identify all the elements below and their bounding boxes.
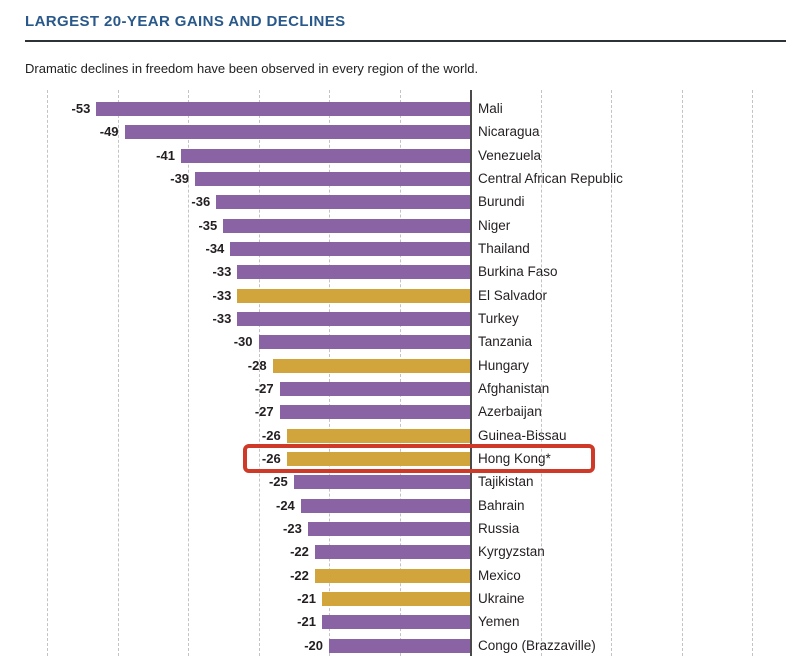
bar-country-label: Burkina Faso [478,264,558,280]
bar-value-label: -41 [156,147,175,163]
bar-country-label: Tanzania [478,334,533,350]
bar-country-label: Hong Kong* [478,450,551,466]
bar [279,405,470,420]
bar [286,428,470,443]
gridline [611,90,612,656]
bar-chart: -53 Mali -49 Nicaragua -41 Venezuela -39 Centra… [0,90,800,656]
bar-value-label: -36 [191,194,211,210]
bar [279,381,470,396]
bar-country-label: Russia [478,520,520,536]
bar [321,591,470,606]
gridline [752,90,753,656]
bar-country-label: Guinea-Bissau [478,427,567,443]
bar-value-label: -28 [247,357,267,373]
gridline [188,90,189,656]
bar-country-label: Azerbaijan [478,404,542,420]
gridline [329,90,330,656]
bar-value-label: -25 [268,474,288,490]
bar-country-label: Thailand [478,240,530,256]
bar-country-label: Ukraine [478,590,525,606]
bar [293,475,470,490]
bar-country-label: Burundi [478,194,525,210]
bar-country-label: Tajikistan [478,474,534,490]
bar [314,568,470,583]
bar-value-label: -27 [254,380,274,396]
bar-value-label: -24 [276,497,295,513]
bar-value-label: -30 [233,334,253,350]
gridline [681,90,683,656]
bar [329,638,470,653]
bar-value-label: -26 [261,427,281,443]
bar-country-label: Kyrgyzstan [478,544,545,560]
title-underline-rule [25,40,786,42]
bar-country-label: Niger [478,217,511,233]
gridline [47,90,48,656]
bar-country-label: Hungary [478,357,530,373]
bar-country-label: Venezuela [478,147,542,163]
bar [272,358,470,373]
chart-subtitle: Dramatic declines in freedom have been o… [25,61,479,76]
gridline [399,90,401,656]
bar-value-label: -53 [71,101,91,116]
bar-country-label: Mali [478,101,503,116]
bar [237,311,470,326]
bar [237,265,470,280]
bar [230,241,470,256]
bar-value-label: -23 [283,520,302,536]
bar-country-label: Nicaragua [478,124,540,140]
bar-country-label: Mexico [478,567,521,583]
bar-country-label: El Salvador [478,287,548,303]
bar [258,335,470,350]
bar [216,195,470,210]
bar [223,218,470,233]
axis-line [470,90,472,656]
bar-value-label: -34 [205,240,225,256]
bar-value-label: -20 [304,637,323,653]
highlight-box [243,444,595,474]
bar-value-label: -21 [297,590,316,606]
bar-value-label: -27 [254,404,274,420]
bar [321,615,470,630]
bar-value-label: -26 [261,450,281,466]
bar-country-label: Bahrain [478,497,525,513]
bar-value-label: -35 [198,217,218,233]
bar [195,171,470,186]
bar [286,451,470,466]
bar-country-label: Yemen [478,614,520,630]
bar-value-label: -21 [297,614,316,630]
gridline [258,90,260,656]
bar [180,148,470,163]
bar-value-label: -22 [290,544,309,560]
bar [307,521,470,536]
bar-value-label: -33 [212,310,232,326]
bar [124,125,470,140]
page-title: LARGEST 20-YEAR GAINS AND DECLINES [25,13,346,30]
bar [300,498,470,513]
bar [237,288,470,303]
bar-country-label: Turkey [478,310,519,326]
gridline [117,90,119,656]
bar-value-label: -33 [212,264,232,280]
bar-value-label: -33 [212,287,232,303]
bar [314,545,470,560]
bar [96,102,470,116]
bar-country-label: Afghanistan [478,380,550,396]
bar-country-label: Central African Republic [478,170,623,186]
gridline [540,90,542,656]
bar-value-label: -49 [99,124,119,140]
bar-country-label: Congo (Brazzaville) [478,637,596,653]
bar-value-label: -22 [290,567,309,583]
bar-value-label: -39 [170,170,190,186]
